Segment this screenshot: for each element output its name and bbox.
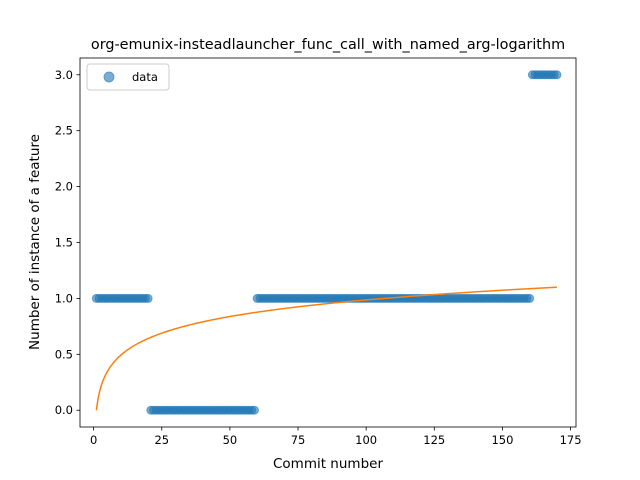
y-tick-label: 2.0 (55, 180, 73, 194)
x-tick-label: 75 (291, 433, 306, 447)
x-tick-label: 175 (560, 433, 582, 447)
y-tick-label: 1.0 (55, 291, 73, 305)
chart-title: org-emunix-insteadlauncher_func_call_wit… (91, 37, 565, 53)
y-tick-label: 0.5 (55, 347, 73, 361)
axes: 0 25 50 75 100 125 150 175 0.0 0.5 1.0 1.5 2.0 2.5 3.0 (55, 57, 582, 447)
x-tick-label: 100 (355, 433, 377, 447)
x-tick-label: 25 (154, 433, 169, 447)
fit-line (95, 286, 557, 411)
x-tick-label: 0 (90, 433, 97, 447)
y-tick-label: 1.5 (55, 236, 73, 250)
y-tick-label: 2.5 (55, 124, 73, 138)
y-tick-label: 3.0 (55, 68, 73, 82)
legend-label-data: data (132, 70, 158, 84)
legend-frame (86, 63, 170, 91)
x-tick-label: 125 (423, 433, 445, 447)
legend-marker (103, 71, 115, 83)
data-point (525, 293, 535, 303)
data-point (552, 70, 562, 80)
y-tick-label: 0.0 (55, 403, 73, 417)
y-axis-label: Number of instance of a feature (27, 134, 43, 350)
legend: data (86, 63, 170, 91)
plot-area (91, 70, 562, 415)
data-point (143, 293, 153, 303)
x-tick-label: 50 (223, 433, 238, 447)
data-point (249, 405, 259, 415)
x-tick-label: 150 (491, 433, 513, 447)
x-axis-label: Commit number (273, 456, 383, 472)
